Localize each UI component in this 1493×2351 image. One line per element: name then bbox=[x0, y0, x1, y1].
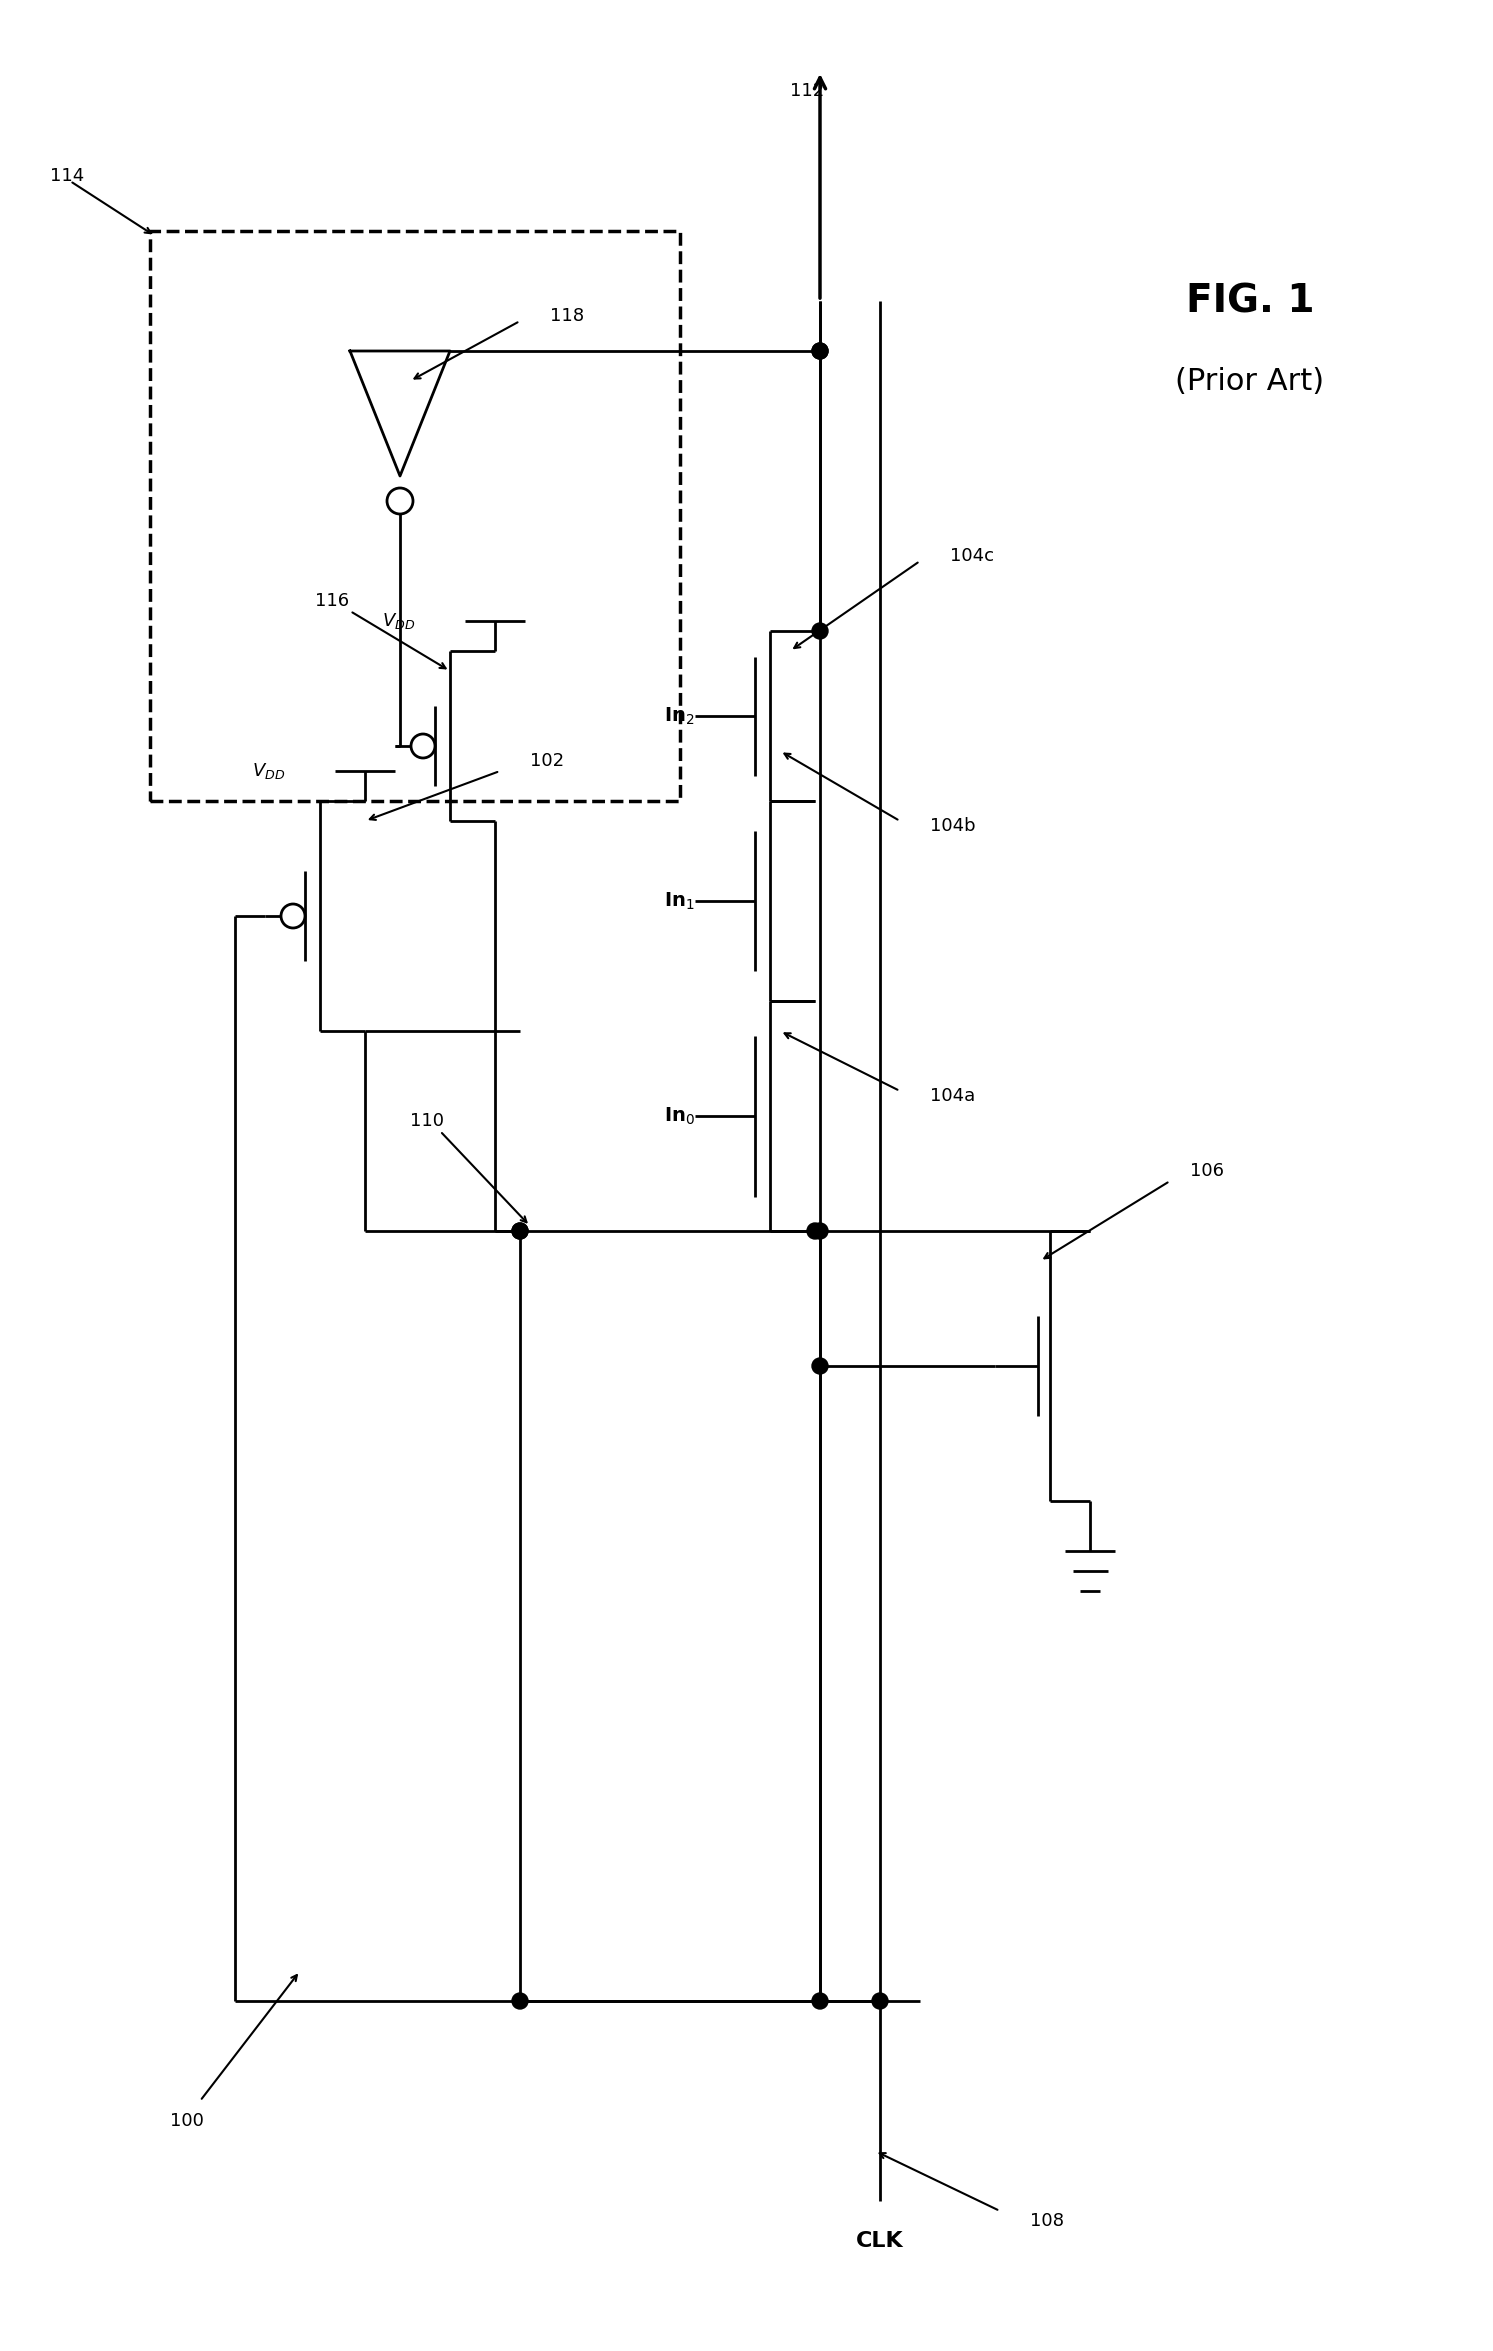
Text: V$_{DD}$: V$_{DD}$ bbox=[382, 611, 415, 630]
Circle shape bbox=[512, 1223, 529, 1239]
Circle shape bbox=[812, 1359, 829, 1373]
Circle shape bbox=[512, 1994, 529, 2010]
Circle shape bbox=[812, 1994, 829, 2010]
Text: In$_2$: In$_2$ bbox=[664, 705, 696, 726]
Text: V$_{DD}$: V$_{DD}$ bbox=[252, 762, 285, 781]
Text: 114: 114 bbox=[49, 167, 84, 186]
Circle shape bbox=[411, 734, 434, 757]
Text: In$_1$: In$_1$ bbox=[664, 891, 696, 912]
Circle shape bbox=[812, 623, 829, 639]
Text: In$_0$: In$_0$ bbox=[664, 1105, 696, 1126]
Circle shape bbox=[812, 1223, 829, 1239]
Circle shape bbox=[812, 343, 829, 360]
Circle shape bbox=[512, 1223, 529, 1239]
Text: 102: 102 bbox=[530, 752, 564, 771]
Text: 112: 112 bbox=[790, 82, 824, 101]
Circle shape bbox=[281, 905, 305, 929]
Text: 100: 100 bbox=[170, 2111, 205, 2130]
Text: 104c: 104c bbox=[950, 548, 994, 564]
Text: 116: 116 bbox=[315, 592, 349, 609]
Text: 106: 106 bbox=[1190, 1161, 1224, 1180]
Text: 104a: 104a bbox=[930, 1086, 975, 1105]
Text: CLK: CLK bbox=[855, 2231, 903, 2250]
Text: (Prior Art): (Prior Art) bbox=[1175, 367, 1324, 395]
Text: 118: 118 bbox=[549, 308, 584, 324]
Text: FIG. 1: FIG. 1 bbox=[1185, 282, 1314, 320]
Circle shape bbox=[387, 489, 414, 515]
Circle shape bbox=[872, 1994, 888, 2010]
Circle shape bbox=[808, 1223, 823, 1239]
Circle shape bbox=[812, 343, 829, 360]
Text: 104b: 104b bbox=[930, 818, 975, 835]
Text: 108: 108 bbox=[1030, 2212, 1065, 2231]
Text: 110: 110 bbox=[411, 1112, 443, 1131]
